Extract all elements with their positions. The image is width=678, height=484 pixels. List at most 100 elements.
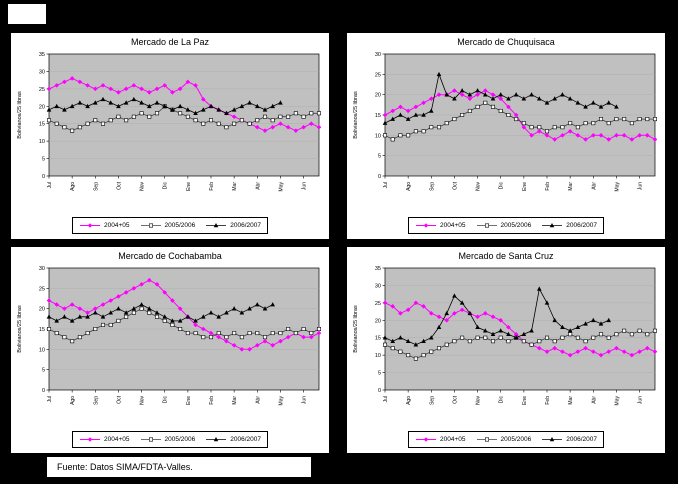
square-marker [155, 314, 160, 319]
square-marker [85, 121, 90, 126]
diamond-marker [590, 133, 596, 138]
diamond-marker [139, 86, 144, 92]
square-marker [255, 118, 260, 123]
square-marker [224, 335, 229, 340]
square-marker [148, 223, 153, 228]
triangle-marker [544, 300, 550, 305]
triangle-marker [444, 310, 450, 316]
x-tick-label: Ago [406, 182, 412, 191]
triangle-marker [560, 324, 565, 330]
diamond-marker [270, 342, 276, 348]
square-marker [147, 310, 152, 315]
square-marker [270, 331, 275, 336]
square-marker [193, 331, 198, 336]
square-marker [293, 111, 298, 116]
square-marker [232, 121, 237, 126]
plot-area: 0 5 10 15 20 25 30 Bolivianos/25 libras Jul Ago Se… [17, 266, 322, 405]
triangle-marker [123, 310, 129, 315]
triangle-marker [421, 112, 426, 117]
x-tick-label: Ene [522, 182, 528, 191]
diamond-marker [583, 137, 588, 142]
square-marker [398, 133, 403, 138]
triangle-marker [413, 342, 419, 347]
x-tick-label: May [614, 182, 620, 192]
triangle-marker [208, 103, 214, 109]
square-marker [475, 335, 480, 340]
triangle-marker [69, 318, 75, 323]
triangle-legend-icon [206, 437, 227, 442]
diamond-legend-icon [416, 223, 437, 228]
diamond-marker [567, 128, 573, 134]
diamond-marker [506, 324, 511, 330]
x-tick-label: Feb [545, 182, 551, 191]
square-marker [301, 114, 306, 119]
square-marker [216, 121, 221, 126]
square-marker [255, 331, 260, 336]
triangle-marker [444, 92, 450, 97]
diamond-marker [308, 334, 314, 340]
x-tick-label: Abr [255, 182, 261, 190]
square-marker [483, 100, 488, 105]
x-tick-label: Jul [47, 182, 53, 188]
y-tick-label: 30 [375, 283, 381, 289]
square-marker [77, 125, 82, 130]
triangle-marker [598, 104, 604, 109]
diamond-marker [575, 349, 581, 354]
square-marker [193, 118, 198, 123]
diamond-marker [247, 347, 252, 352]
diamond-marker [123, 290, 129, 295]
diamond-marker [170, 90, 175, 95]
x-axis: Jul Ago Sep Oct Nov Dic Ene Feb Mar Abr May Jun [47, 390, 308, 405]
x-tick-label: Jun [638, 396, 644, 404]
square-marker [529, 342, 534, 347]
series-2006/2007 [46, 96, 283, 116]
diamond-marker [423, 223, 429, 228]
square-marker [467, 339, 472, 344]
source-note-box: Fuente: Datos SIMA/FDTA-Valles. [46, 456, 312, 478]
triangle-marker [100, 96, 106, 102]
square-marker [147, 114, 152, 119]
square-marker [537, 339, 542, 344]
triangle-marker [92, 100, 98, 105]
triangle-marker [139, 302, 144, 307]
square-marker [575, 125, 580, 130]
triangle-marker [490, 331, 496, 337]
diamond-marker [459, 92, 465, 97]
square-marker [413, 129, 418, 134]
triangle-marker [467, 310, 473, 316]
square-marker [239, 335, 244, 340]
diamond-marker [529, 133, 534, 138]
triangle-marker [575, 324, 581, 330]
triangle-marker [490, 96, 496, 101]
square-marker [568, 121, 573, 126]
diamond-marker [567, 352, 573, 358]
triangle-marker [224, 110, 229, 116]
square-marker [652, 328, 657, 333]
square-marker [491, 339, 496, 344]
triangle-marker [170, 318, 175, 323]
triangle-marker [139, 100, 144, 105]
diamond-marker [87, 437, 93, 442]
square-marker [155, 111, 160, 116]
diamond-marker [575, 133, 581, 138]
triangle-marker [498, 328, 504, 333]
diamond-marker [482, 88, 488, 93]
triangle-marker [506, 96, 511, 101]
triangle-marker [590, 100, 596, 105]
square-marker [545, 335, 550, 340]
square-marker [637, 117, 642, 122]
square-marker [70, 128, 75, 133]
square-marker [429, 349, 434, 354]
triangle-marker [521, 96, 527, 101]
diamond-marker [85, 310, 90, 316]
square-marker [62, 335, 67, 340]
diamond-marker [154, 281, 160, 287]
square-marker [170, 322, 175, 327]
triangle-marker [85, 314, 90, 319]
x-tick-label: Nov [140, 182, 146, 191]
diamond-marker [552, 137, 558, 142]
square-marker [278, 114, 283, 119]
triangle-marker [560, 92, 565, 97]
x-tick-label: Mar [568, 182, 574, 191]
diamond-marker [301, 334, 306, 340]
